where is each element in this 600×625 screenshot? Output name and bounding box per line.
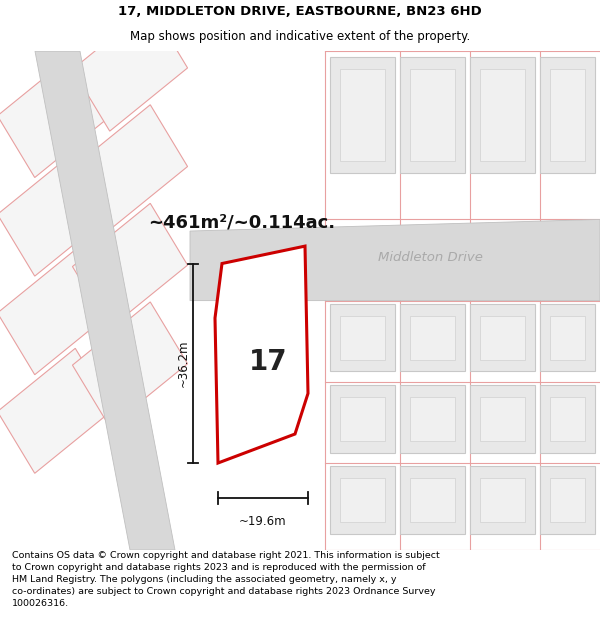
Bar	[410, 397, 455, 441]
Bar	[550, 397, 585, 441]
Polygon shape	[0, 250, 113, 375]
Text: Middleton Drive: Middleton Drive	[377, 251, 482, 264]
Bar	[470, 385, 535, 452]
Bar	[400, 57, 465, 173]
Bar	[400, 304, 465, 371]
Bar	[540, 304, 595, 371]
Bar	[330, 57, 395, 173]
Bar	[330, 466, 395, 534]
Bar	[410, 316, 455, 360]
Bar	[340, 478, 385, 522]
Polygon shape	[73, 302, 188, 427]
Bar	[470, 57, 535, 173]
Polygon shape	[0, 52, 113, 177]
Bar	[410, 69, 455, 161]
Text: Map shows position and indicative extent of the property.: Map shows position and indicative extent…	[130, 31, 470, 43]
Text: Contains OS data © Crown copyright and database right 2021. This information is : Contains OS data © Crown copyright and d…	[12, 551, 440, 608]
Polygon shape	[0, 151, 113, 276]
Polygon shape	[0, 348, 113, 473]
Text: 17: 17	[248, 348, 287, 376]
Polygon shape	[190, 219, 600, 301]
Bar	[340, 69, 385, 161]
Bar	[400, 466, 465, 534]
Bar	[340, 316, 385, 360]
Bar	[470, 466, 535, 534]
Polygon shape	[215, 246, 308, 463]
Bar	[480, 69, 525, 161]
Bar	[330, 304, 395, 371]
Bar	[340, 397, 385, 441]
Polygon shape	[35, 51, 175, 550]
Polygon shape	[73, 6, 188, 131]
Bar	[540, 57, 595, 173]
Text: ~461m²/~0.114ac.: ~461m²/~0.114ac.	[148, 214, 335, 232]
Bar	[480, 478, 525, 522]
Bar	[550, 478, 585, 522]
Bar	[550, 316, 585, 360]
Bar	[540, 466, 595, 534]
Text: 17, MIDDLETON DRIVE, EASTBOURNE, BN23 6HD: 17, MIDDLETON DRIVE, EASTBOURNE, BN23 6H…	[118, 5, 482, 18]
Bar	[400, 385, 465, 452]
Bar	[480, 316, 525, 360]
Bar	[470, 304, 535, 371]
Bar	[540, 385, 595, 452]
Bar	[410, 478, 455, 522]
Bar	[550, 69, 585, 161]
Text: ~36.2m: ~36.2m	[176, 339, 190, 387]
Text: ~19.6m: ~19.6m	[239, 514, 287, 528]
Polygon shape	[73, 105, 188, 230]
Bar	[330, 385, 395, 452]
Bar	[480, 397, 525, 441]
Polygon shape	[73, 203, 188, 328]
